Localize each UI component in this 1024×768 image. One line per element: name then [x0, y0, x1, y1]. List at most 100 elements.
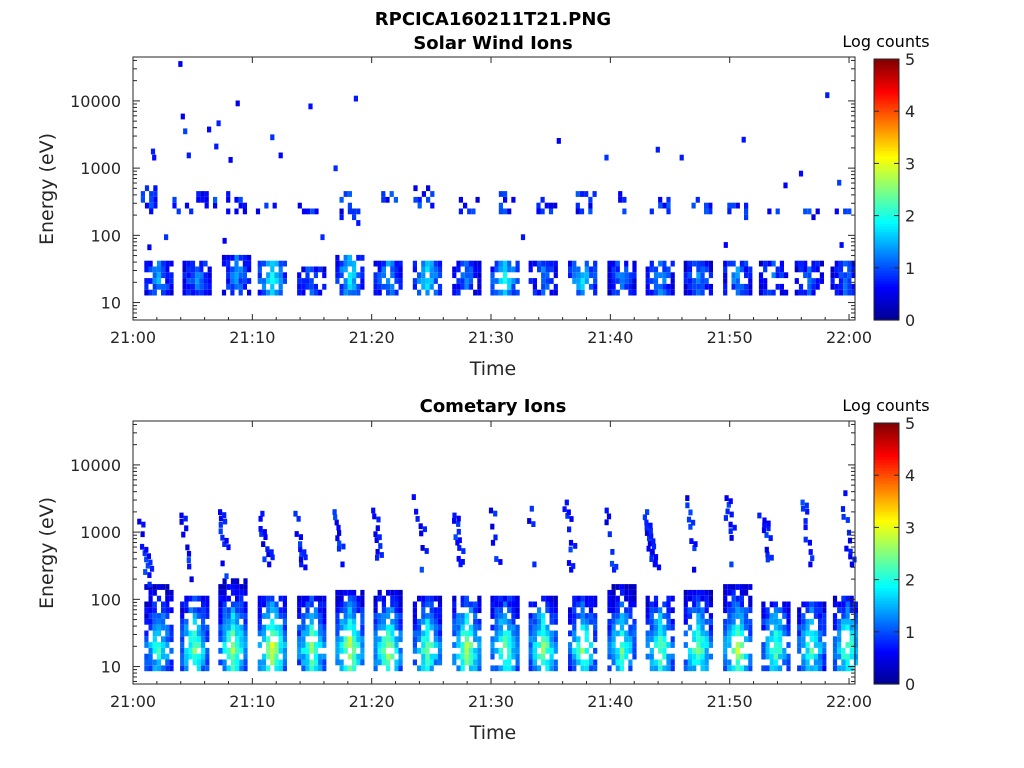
heatmap-cell: [473, 613, 478, 619]
heatmap-cell: [176, 208, 181, 215]
heatmap-cell: [837, 630, 842, 637]
heatmap-cell: [201, 595, 206, 602]
heatmap-cell: [473, 659, 478, 666]
heatmap-cell: [437, 642, 443, 648]
heatmap-cell: [148, 607, 153, 614]
heatmap-cell: [545, 278, 550, 284]
heatmap-cell: [305, 642, 310, 648]
heatmap-cell: [786, 653, 791, 660]
heatmap-cell: [222, 601, 227, 608]
heatmap-cell: [662, 647, 667, 654]
heatmap-cell: [807, 208, 812, 215]
heatmap-cell: [853, 642, 858, 648]
heatmap-cell: [192, 613, 197, 619]
heatmap-cell: [838, 283, 844, 290]
heatmap-cell: [274, 607, 279, 614]
heatmap-cell: [528, 613, 533, 619]
heatmap-cell: [615, 647, 620, 654]
heatmap-cell: [468, 659, 474, 666]
heatmap-cell: [834, 283, 839, 290]
heatmap-cell: [588, 601, 594, 608]
heatmap-cell: [611, 289, 616, 296]
heatmap-cell: [467, 208, 472, 215]
heatmap-cell: [700, 272, 705, 279]
heatmap-cell: [801, 624, 806, 631]
heatmap-cell: [196, 613, 201, 619]
colorbar-segment: [874, 108, 899, 112]
heatmap-cell: [761, 613, 766, 619]
heatmap-cell: [704, 647, 709, 654]
colorbar-segment: [874, 501, 899, 505]
heatmap-cell: [156, 659, 162, 666]
heatmap-cell: [739, 607, 744, 614]
heatmap-cell: [748, 630, 753, 637]
heatmap-cell: [687, 266, 693, 273]
heatmap-cell: [261, 289, 267, 296]
heatmap-cell: [619, 647, 625, 654]
heatmap-cell: [619, 624, 625, 631]
heatmap-cell: [704, 208, 709, 215]
heatmap-cell: [425, 283, 430, 290]
heatmap-cell: [218, 601, 223, 608]
colorbar-segment: [874, 111, 899, 115]
heatmap-cell: [278, 289, 283, 296]
heatmap-cell: [729, 511, 734, 518]
heatmap-cell: [243, 589, 248, 596]
heatmap-cell: [700, 613, 705, 619]
heatmap-cell: [651, 543, 657, 550]
heatmap-cell: [841, 607, 846, 614]
heatmap-cell: [200, 191, 205, 197]
heatmap-cell: [615, 618, 620, 625]
heatmap-cell: [645, 630, 650, 637]
heatmap-cell: [347, 202, 352, 209]
heatmap-cell: [632, 642, 637, 648]
heatmap-cell: [537, 289, 542, 296]
heatmap-cell: [649, 647, 654, 654]
heatmap-cell: [412, 618, 417, 625]
heatmap-cell: [243, 659, 248, 666]
heatmap-cell: [808, 561, 813, 568]
heatmap-cell: [377, 624, 382, 631]
heatmap-cell: [735, 653, 740, 660]
heatmap-cell: [507, 636, 512, 643]
heatmap-cell: [818, 653, 823, 660]
heatmap-cell: [549, 278, 554, 284]
heatmap-cell: [221, 254, 227, 261]
heatmap-cell: [267, 561, 272, 568]
heatmap-cell: [498, 202, 503, 209]
heatmap-cell: [377, 283, 382, 290]
heatmap-cell: [411, 494, 416, 500]
heatmap-cell: [282, 647, 287, 654]
heatmap-cell: [222, 647, 227, 654]
colorbar-segment: [874, 477, 899, 482]
heatmap-cell: [553, 202, 558, 209]
colorbar-segment: [874, 665, 899, 669]
heatmap-cell: [700, 289, 705, 296]
heatmap-cell: [822, 613, 827, 619]
heatmap-cell: [813, 630, 818, 637]
heatmap-cell: [161, 584, 166, 590]
colorbar-segment: [874, 317, 899, 321]
heatmap-cell: [853, 607, 858, 614]
heatmap-cell: [266, 636, 271, 643]
heatmap-cell: [477, 283, 482, 290]
heatmap-cell: [343, 289, 348, 296]
heatmap-cell: [763, 283, 768, 290]
heatmap-cell: [148, 653, 153, 660]
heatmap-cell: [356, 595, 361, 602]
heatmap-cell: [696, 642, 701, 648]
heatmap-cell: [226, 636, 231, 643]
heatmap-cell: [437, 613, 443, 619]
heatmap-cell: [735, 272, 740, 279]
heatmap-cell: [779, 289, 784, 296]
heatmap-cell: [568, 647, 573, 654]
heatmap-cell: [201, 665, 206, 672]
heatmap-cell: [222, 618, 227, 625]
heatmap-cell: [811, 289, 816, 296]
colorbar-tick-label: 0: [905, 675, 915, 694]
heatmap-cell: [685, 502, 690, 509]
heatmap-cell: [572, 272, 577, 279]
heatmap-cell: [841, 618, 846, 625]
heatmap-cell: [394, 601, 399, 608]
heatmap-cell: [735, 595, 740, 602]
